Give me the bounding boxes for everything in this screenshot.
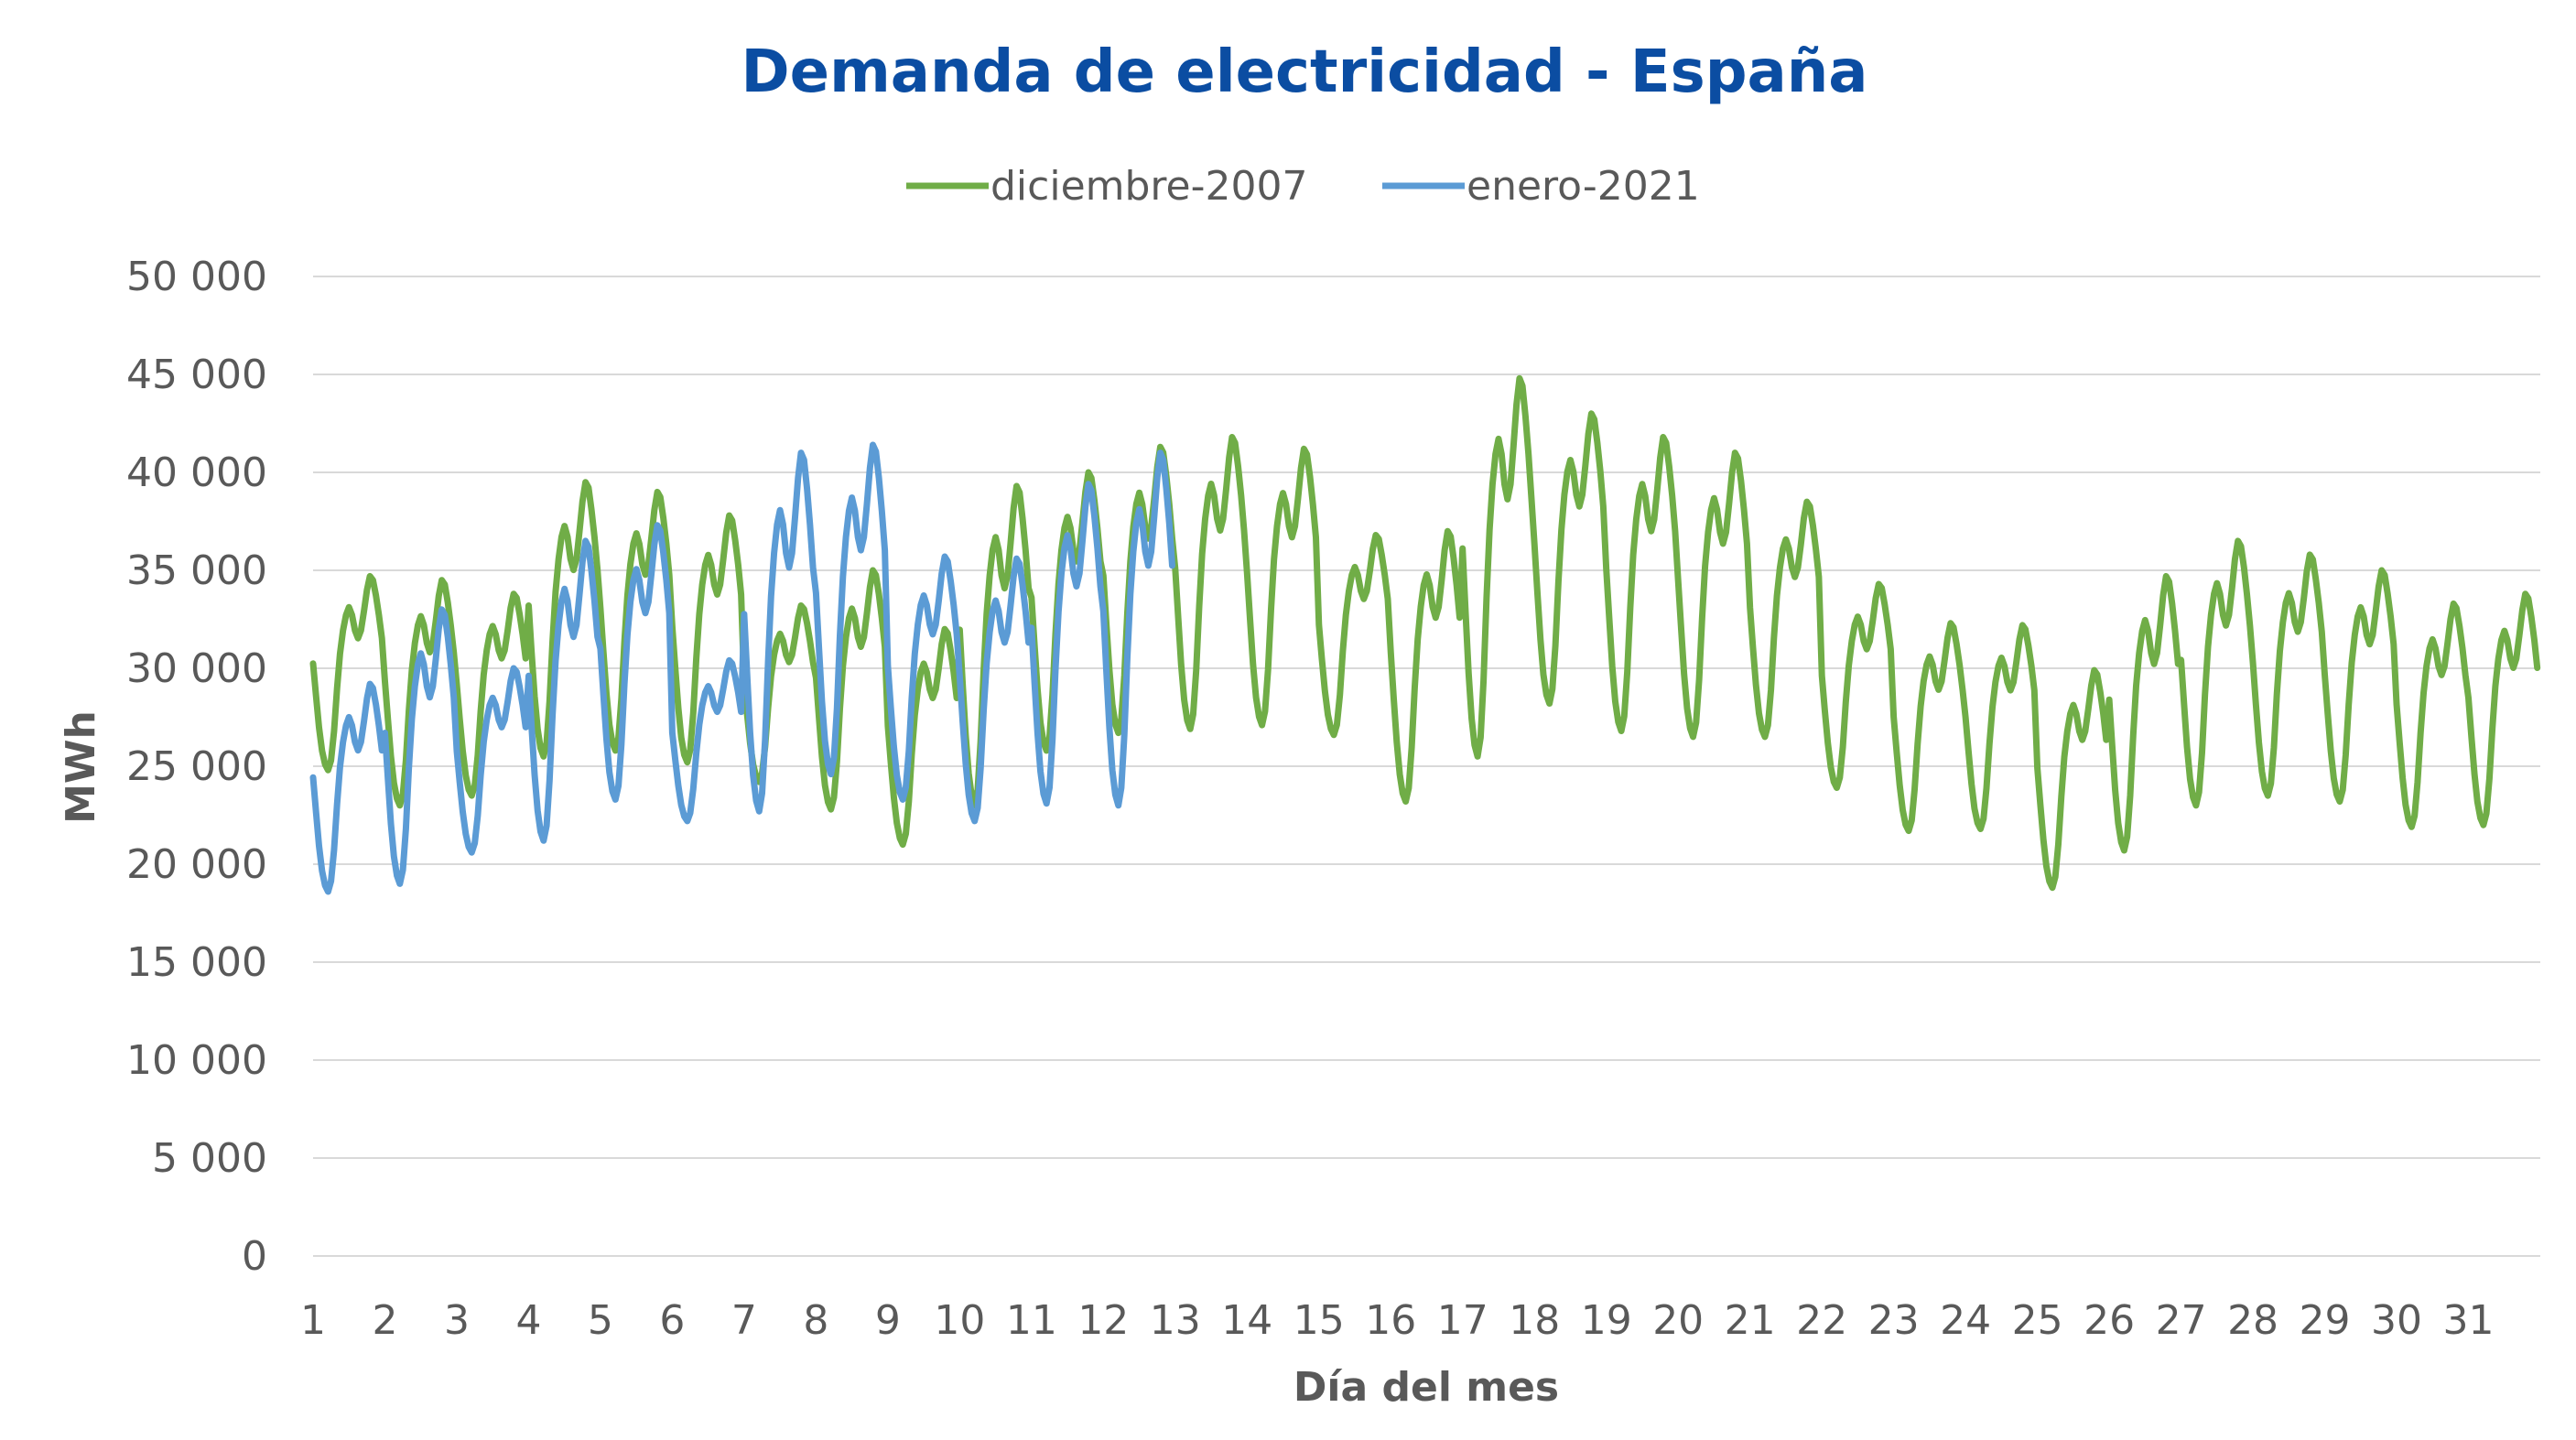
x-tick-label: 23 <box>1868 1297 1920 1344</box>
x-tick-label: 4 <box>515 1297 541 1344</box>
y-tick-label: 50 000 <box>126 254 267 300</box>
series-line-enero-2021 <box>309 441 1175 895</box>
x-tick-label: 1 <box>300 1297 326 1344</box>
x-tick-label: 14 <box>1221 1297 1272 1344</box>
y-tick-label: 25 000 <box>126 743 267 790</box>
y-axis-label: MWh <box>58 710 104 824</box>
x-tick-label: 30 <box>2371 1297 2422 1344</box>
x-tick-label: 10 <box>934 1297 985 1344</box>
x-axis-ticks: 1 2 3 4 5 6 7 8 9 10 11 12 13 14 15 16 17 18 19 20 21 22 23 24 2… <box>300 1297 2495 1344</box>
x-tick-label: 21 <box>1725 1297 1776 1344</box>
legend-label-diciembre-2007: diciembre-2007 <box>990 163 1307 210</box>
x-tick-label: 25 <box>2012 1297 2063 1344</box>
x-tick-label: 27 <box>2156 1297 2207 1344</box>
x-tick-label: 13 <box>1150 1297 1201 1344</box>
x-tick-label: 16 <box>1365 1297 1416 1344</box>
y-axis-ticks: 0 5 000 10 000 15 000 20 000 25 000 30 000 35 0… <box>126 254 267 1280</box>
x-tick-label: 28 <box>2227 1297 2278 1344</box>
y-tick-label: 15 000 <box>126 939 267 986</box>
x-axis-label: Día del mes <box>1293 1364 1559 1411</box>
y-tick-label: 40 000 <box>126 449 267 496</box>
y-tick-label: 20 000 <box>126 841 267 888</box>
chart-title: Demanda de electricidad - España <box>741 38 1868 106</box>
x-tick-label: 11 <box>1006 1297 1057 1344</box>
series-line-diciembre-2007 <box>309 374 2541 892</box>
x-tick-label: 18 <box>1509 1297 1560 1344</box>
x-tick-label: 3 <box>444 1297 470 1344</box>
x-tick-label: 24 <box>1940 1297 1991 1344</box>
series-layer <box>309 374 2541 895</box>
x-tick-label: 12 <box>1077 1297 1129 1344</box>
x-tick-label: 26 <box>2084 1297 2135 1344</box>
legend-label-enero-2021: enero-2021 <box>1467 163 1700 210</box>
x-tick-label: 5 <box>588 1297 613 1344</box>
y-tick-label: 30 000 <box>126 645 267 692</box>
y-tick-label: 35 000 <box>126 547 267 594</box>
x-tick-label: 2 <box>372 1297 397 1344</box>
x-tick-label: 6 <box>659 1297 685 1344</box>
y-tick-label: 0 <box>242 1233 267 1280</box>
x-tick-label: 22 <box>1796 1297 1847 1344</box>
legend: diciembre-2007 enero-2021 <box>906 163 1700 210</box>
x-tick-label: 9 <box>875 1297 901 1344</box>
x-tick-label: 7 <box>731 1297 757 1344</box>
x-tick-label: 19 <box>1581 1297 1632 1344</box>
x-tick-label: 31 <box>2443 1297 2495 1344</box>
y-tick-label: 10 000 <box>126 1037 267 1084</box>
gridlines <box>313 276 2540 1257</box>
y-tick-label: 45 000 <box>126 352 267 398</box>
x-tick-label: 29 <box>2300 1297 2351 1344</box>
x-tick-label: 17 <box>1437 1297 1488 1344</box>
x-tick-label: 15 <box>1293 1297 1345 1344</box>
x-tick-label: 20 <box>1652 1297 1704 1344</box>
y-tick-label: 5 000 <box>152 1135 267 1182</box>
x-tick-label: 8 <box>803 1297 828 1344</box>
